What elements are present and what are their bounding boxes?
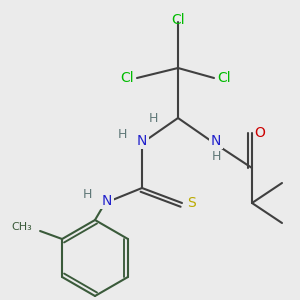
Text: H: H bbox=[82, 188, 92, 202]
Text: H: H bbox=[117, 128, 127, 142]
Text: N: N bbox=[211, 134, 221, 148]
Text: CH₃: CH₃ bbox=[11, 222, 32, 232]
Text: S: S bbox=[188, 196, 196, 210]
Text: Cl: Cl bbox=[217, 71, 231, 85]
Text: N: N bbox=[102, 194, 112, 208]
Text: N: N bbox=[137, 134, 147, 148]
Text: Cl: Cl bbox=[171, 13, 185, 27]
Text: O: O bbox=[255, 126, 266, 140]
Text: H: H bbox=[148, 112, 158, 124]
Text: Cl: Cl bbox=[120, 71, 134, 85]
Text: H: H bbox=[211, 151, 221, 164]
